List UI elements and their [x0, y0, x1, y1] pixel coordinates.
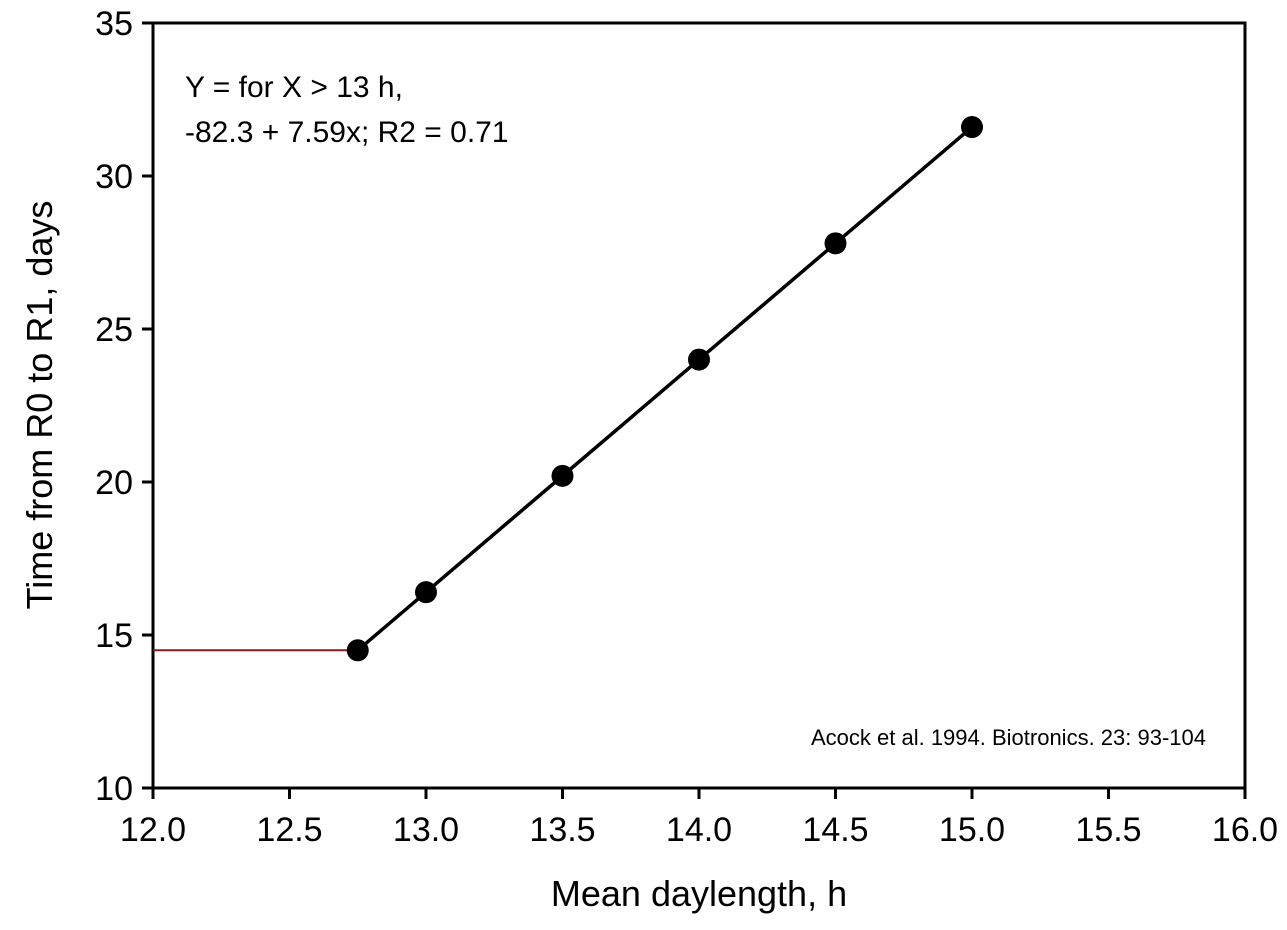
y-axis-title: Time from R0 to R1, days: [19, 201, 60, 610]
x-tick-label: 13.0: [393, 811, 459, 849]
data-point: [551, 464, 574, 487]
data-point: [824, 232, 847, 255]
data-point: [415, 581, 437, 604]
series-layer: [153, 125, 974, 652]
x-tick-label: 12.5: [256, 811, 322, 849]
y-tick-label: 30: [95, 158, 133, 196]
x-tick-label: 12.0: [120, 811, 186, 849]
x-tick-label: 15.5: [1075, 811, 1141, 849]
equation-annotation-line-2: -82.3 + 7.59x; R2 = 0.71: [185, 116, 509, 149]
y-tick-label: 35: [95, 5, 133, 43]
equation-annotation-line-1: Y = for X > 13 h,: [185, 71, 403, 104]
marker-layer: [346, 116, 983, 662]
x-tick-label: 14.5: [802, 811, 868, 849]
x-tick-label: 13.5: [529, 811, 595, 849]
x-tick-label: 16.0: [1212, 811, 1278, 849]
y-tick-label: 20: [95, 464, 133, 502]
fitted-line: [356, 125, 974, 652]
y-tick-label: 15: [95, 617, 133, 655]
data-point: [346, 639, 369, 662]
x-axis-title: Mean daylength, h: [551, 873, 847, 914]
x-axis-ticks: 12.0 12.5 13.0 13.5 14.0 14.5 15.0 15.5 16.0: [120, 788, 1278, 849]
y-axis-ticks: 10 15 20 25 30 35: [95, 5, 153, 808]
x-tick-label: 15.0: [939, 811, 1005, 849]
data-point: [688, 348, 710, 371]
x-tick-label: 14.0: [666, 811, 732, 849]
y-tick-label: 25: [95, 311, 133, 349]
citation-annotation: Acock et al. 1994. Biotronics. 23: 93-10…: [811, 725, 1206, 750]
data-point: [961, 116, 983, 139]
y-tick-label: 10: [95, 770, 133, 808]
